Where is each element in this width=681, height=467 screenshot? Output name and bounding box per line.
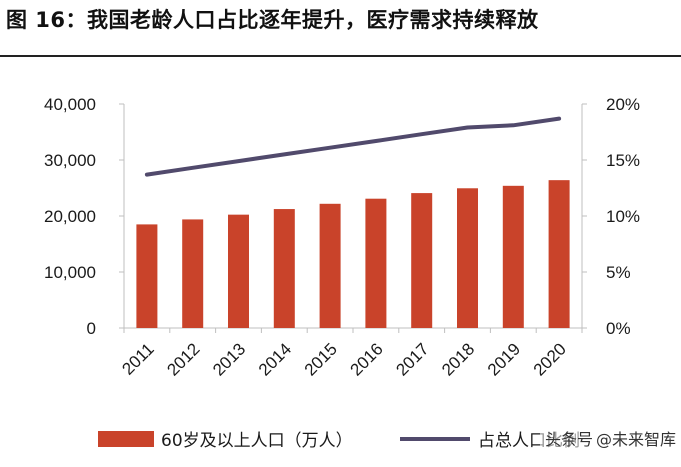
title-divider: [0, 55, 681, 57]
bar: [548, 180, 570, 328]
x-tick-label: 2016: [347, 339, 387, 379]
bar-series: [136, 180, 570, 328]
bar: [182, 219, 204, 328]
x-tick-label: 2011: [118, 339, 157, 378]
bar: [319, 203, 341, 328]
watermark-brand: @未来智库: [596, 430, 676, 449]
y-right-tick-labels: 0% 5% 10% 15% 20%: [606, 95, 640, 338]
y-left-tick-label: 20,000: [44, 207, 96, 226]
y-right-tick-label: 20%: [606, 95, 640, 114]
x-tick-label: 2018: [438, 339, 478, 379]
x-tick-label: 2013: [209, 339, 249, 379]
y-left-tick-labels: 0 10,000 20,000 30,000 40,000: [44, 95, 96, 338]
bar: [228, 214, 249, 328]
legend-bar-label: 60岁及以上人口（万人）: [161, 431, 353, 451]
bar: [411, 193, 433, 328]
bar: [365, 198, 387, 328]
y-right-tick-label: 15%: [606, 151, 640, 170]
watermark-backdrop: [540, 422, 677, 454]
y-left-tick-label: 40,000: [44, 95, 96, 114]
y-right-tick-label: 0%: [606, 319, 631, 338]
figure-title: 图 16：我国老龄人口占比逐年提升，医疗需求持续释放: [6, 8, 539, 32]
ratio-line: [144, 116, 562, 177]
y-right-tick-label: 5%: [606, 263, 631, 282]
watermark: 头条号 @未来智库: [540, 422, 677, 454]
x-tick-label: 2012: [163, 339, 203, 379]
legend-bar-swatch: [98, 431, 154, 447]
bar: [136, 224, 158, 328]
x-tick-label: 2014: [255, 339, 295, 379]
line-series: [144, 116, 562, 177]
bar: [502, 185, 524, 328]
watermark-source: 头条号: [545, 430, 593, 449]
chart-legend: 60岁及以上人口（万人） 占总人口比例: [98, 431, 580, 451]
bar: [457, 188, 478, 328]
x-tick-label: 2019: [484, 339, 524, 379]
x-tick-label: 2015: [301, 339, 341, 379]
x-tick-labels: 2011 2012 2013 2014 2015 2016 2017 2018 2019 2020: [118, 339, 569, 379]
y-left-tick-label: 10,000: [44, 263, 96, 282]
x-tick-label: 2017: [392, 339, 432, 379]
x-tick-label: 2020: [530, 339, 570, 379]
y-right-tick-label: 10%: [606, 207, 640, 226]
y-left-tick-label: 30,000: [44, 151, 96, 170]
bar: [273, 209, 295, 328]
y-left-tick-label: 0: [87, 319, 96, 338]
